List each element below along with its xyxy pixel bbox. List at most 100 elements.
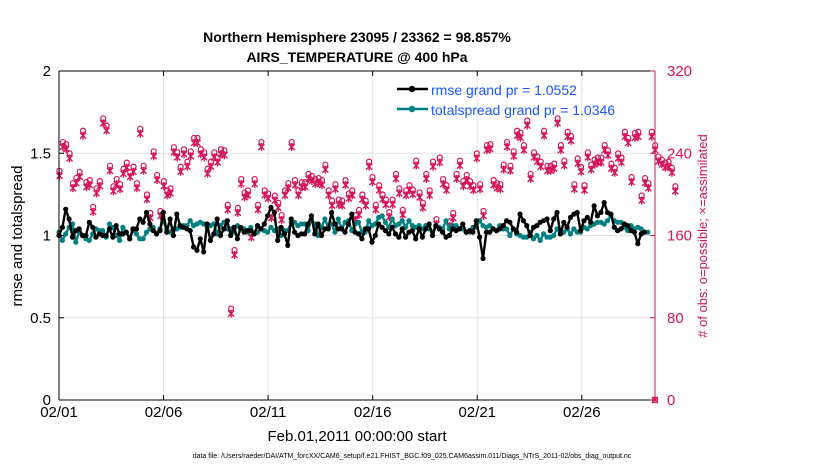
obs-assimilated-point xyxy=(513,131,521,140)
obs-assimilated-point xyxy=(510,152,518,161)
rmse-point xyxy=(349,211,355,217)
obs-assimilated-point xyxy=(358,195,366,204)
rmse-point xyxy=(103,232,109,239)
rmse-point xyxy=(376,221,382,227)
obs-assimilated-point xyxy=(591,160,599,169)
obs-assimilated-point xyxy=(449,213,457,222)
obs-assimilated-point xyxy=(554,119,562,128)
rmse-point xyxy=(214,216,220,222)
rmse-point xyxy=(150,228,156,234)
totalspread-point xyxy=(567,231,574,237)
legend-rmse-label: rmse grand pr = 1.0552 xyxy=(431,82,577,98)
obs-assimilated-point xyxy=(59,143,67,152)
rmse-point xyxy=(234,236,240,242)
rmse-point xyxy=(285,242,291,248)
totalspread-point xyxy=(406,218,412,224)
rmse-point xyxy=(248,228,254,234)
y2-tick-label: 160 xyxy=(667,228,692,245)
obs-assimilated-point xyxy=(237,180,245,189)
totalspread-point xyxy=(507,232,513,239)
obs-assimilated-point xyxy=(291,181,299,190)
rmse-point xyxy=(342,229,348,235)
rmse-point xyxy=(271,209,277,216)
obs-assimilated-point xyxy=(72,179,80,188)
rmse-point xyxy=(221,226,227,232)
totalspread-point xyxy=(453,223,459,229)
obs-assimilated-point xyxy=(177,167,185,176)
obs-assimilated-point xyxy=(96,182,104,191)
y2-tick-label: 80 xyxy=(667,310,684,327)
rmse-point xyxy=(110,234,116,240)
rmse-point xyxy=(137,216,143,222)
rmse-point xyxy=(261,221,267,227)
totalspread-point xyxy=(117,237,123,243)
rmse-point xyxy=(167,216,173,222)
totalspread-point xyxy=(187,218,193,224)
obs-assimilated-point xyxy=(416,193,424,202)
rmse-point xyxy=(332,221,338,227)
obs-assimilated-point xyxy=(537,162,545,171)
rmse-point xyxy=(355,231,362,237)
obs-assimilated-point xyxy=(570,185,578,194)
totalspread-point xyxy=(355,219,362,225)
rmse-point xyxy=(160,209,166,216)
obs-assimilated-point xyxy=(251,180,259,189)
rmse-point xyxy=(524,223,530,229)
obs-assimilated-point xyxy=(281,191,289,200)
rmse-point xyxy=(174,211,180,217)
rmse-point xyxy=(635,241,641,247)
rmse-point xyxy=(194,247,200,253)
rmse-point xyxy=(66,216,72,222)
rmse-point xyxy=(113,223,119,229)
rmse-point xyxy=(224,218,230,224)
totalspread-point xyxy=(335,216,341,222)
obs-assimilated-point xyxy=(109,187,117,196)
obs-assimilated-point xyxy=(503,143,511,152)
obs-assimilated-point xyxy=(550,164,558,173)
obs-assimilated-point xyxy=(486,145,494,154)
obs-assimilated-point xyxy=(79,131,87,140)
rmse-point xyxy=(93,234,99,240)
obs-assimilated-point xyxy=(305,174,313,183)
rmse-point xyxy=(86,219,92,225)
rmse-point xyxy=(76,226,82,232)
rmse-point xyxy=(140,219,146,225)
x-tick-label: 02/06 xyxy=(145,404,183,421)
obs-assimilated-point xyxy=(557,146,565,155)
obs-assimilated-point xyxy=(200,153,208,162)
obs-assimilated-point xyxy=(325,191,333,200)
obs-assimilated-point xyxy=(342,181,350,190)
obs-assimilated-point xyxy=(422,174,430,183)
totalspread-point xyxy=(133,231,139,237)
totalspread-point xyxy=(530,236,537,242)
totalspread-point xyxy=(322,216,328,222)
rmse-point xyxy=(228,232,234,239)
rmse-point xyxy=(419,234,425,240)
obs-assimilated-point xyxy=(214,158,222,167)
rmse-point xyxy=(456,226,463,232)
rmse-point xyxy=(265,213,271,219)
obs-assimilated-point xyxy=(644,184,652,193)
rmse-point xyxy=(547,228,553,234)
rmse-point xyxy=(315,221,321,227)
obs-assimilated-point xyxy=(399,210,407,219)
rmse-point xyxy=(258,226,264,232)
y2-axis-label: # of obs: o=possible; ×=assimilated xyxy=(695,134,710,337)
rmse-point xyxy=(217,232,224,239)
obs-assimilated-point xyxy=(617,158,625,167)
x-tick-label: 02/16 xyxy=(354,404,392,421)
rmse-point xyxy=(187,228,193,234)
obs-assimilated-point xyxy=(392,174,400,183)
rmse-point xyxy=(318,232,325,239)
rmse-point xyxy=(302,231,308,237)
rmse-point xyxy=(561,219,567,225)
rmse-point xyxy=(608,211,614,217)
obs-assimilated-point xyxy=(368,178,376,187)
obs-assimilated-point xyxy=(278,216,286,225)
obs-assimilated-point xyxy=(456,161,464,170)
rmse-point xyxy=(164,229,170,235)
rmse-point xyxy=(403,234,409,240)
rmse-point xyxy=(396,234,402,240)
totalspread-point xyxy=(140,236,146,242)
